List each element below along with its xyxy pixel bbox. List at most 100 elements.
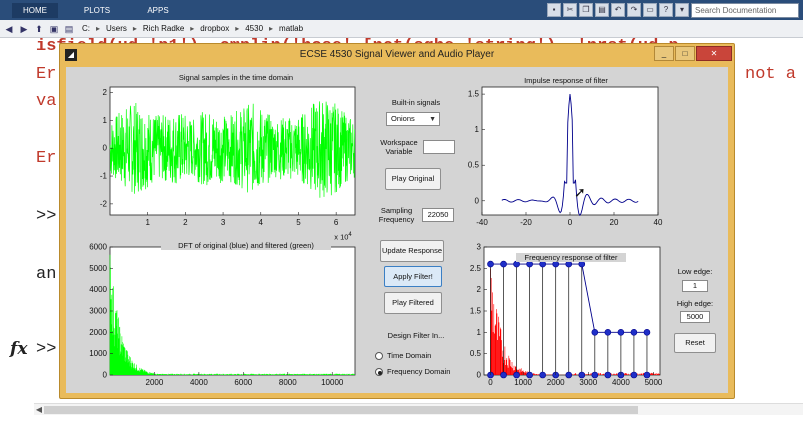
forward-arrow-icon[interactable]: ▶ [20,24,28,34]
builtin-signals-select[interactable]: Onions ▼ [386,112,440,126]
breadcrumb-separator: ▸ [235,24,240,33]
impulse-trace [501,94,639,217]
time-signal-line [109,101,356,198]
sampling-frequency-field[interactable]: 22050 [422,208,454,222]
sampling-frequency-label: Sampling Frequency [374,206,419,224]
play-original-button[interactable]: Play Original [385,168,441,190]
browse-folder-icon[interactable]: ▣ [49,24,59,34]
x-tick-label: 10000 [321,378,344,387]
horizontal-scrollbar[interactable]: ◀ [34,403,803,415]
redo-icon[interactable]: ↷ [627,3,641,17]
y-tick-label: 0 [475,196,480,205]
breadcrumb-separator: ▸ [132,24,137,33]
switch-windows-icon[interactable]: ▭ [643,3,657,17]
update-response-button[interactable]: Update Response [380,240,444,262]
radio-button[interactable] [375,367,383,376]
folder-icon[interactable]: ▤ [64,24,74,34]
control-point[interactable] [487,260,494,268]
search-documentation-input[interactable]: Search Documentation [691,2,799,18]
dft-plot-title: DFT of original (blue) and filtered (gre… [161,241,331,250]
low-edge-label: Low edge: [677,267,713,276]
dft-trace [109,254,355,375]
tab-home[interactable]: HOME [12,3,58,18]
builtin-signals-value: Onions [391,114,415,123]
breadcrumb-item[interactable]: 4530 [245,24,264,33]
breadcrumb-item[interactable]: Rich Radke [142,24,185,33]
paste-icon[interactable]: ▤ [595,3,609,17]
breadcrumb-separator: ▸ [269,24,274,33]
y-tick-label: 1 [477,328,482,337]
scroll-left-icon[interactable]: ◀ [35,405,43,414]
high-edge-field[interactable]: 5000 [680,311,710,323]
workspace-variable-field[interactable] [423,140,455,154]
command-line-text: Er [36,65,57,84]
help-icon[interactable]: ? [659,3,673,17]
breadcrumb-item[interactable]: dropbox [200,24,230,33]
breadcrumb-separator: ▸ [190,24,195,33]
back-arrow-icon[interactable]: ◀ [5,24,13,34]
maximize-button[interactable]: □ [675,46,695,61]
tab-apps[interactable]: APPS [147,6,169,15]
freq-control-points[interactable] [487,260,651,379]
control-point[interactable] [500,260,507,268]
radio-button[interactable] [375,351,383,360]
control-point[interactable] [591,329,599,336]
scrollbar-thumb[interactable] [44,406,638,414]
low-edge-field[interactable]: 1 [682,280,708,292]
reset-button[interactable]: Reset [674,333,716,353]
up-folder-icon[interactable]: ⬆ [35,24,43,34]
quick-access-toolbar: ▪ ✂ ❐ ▤ ↶ ↷ ▭ ? ▾ Search Documentation [547,2,799,18]
workspace-variable-label-line: Variable [385,147,413,156]
apply-filter-button[interactable]: Apply Filter! [384,266,442,287]
high-edge-label: High edge: [676,299,714,308]
control-point[interactable] [643,329,651,336]
tab-plots[interactable]: PLOTS [83,6,111,15]
function-browser-icon[interactable]: fx [10,339,28,359]
impulse-plot-title: Impulse response of filter [511,76,621,85]
x-tick-label: 8000 [279,378,297,387]
y-tick-label: 4000 [89,285,107,294]
breadcrumb-item[interactable]: C: [82,24,90,33]
command-line-text: not a [745,65,797,84]
baseline-point [604,371,612,379]
control-point[interactable] [617,329,625,336]
minimize-button[interactable]: _ [654,46,674,61]
breadcrumb[interactable]: C: ▸ Users ▸ Rich Radke ▸ dropbox ▸ 4530 ▸ ma… [82,23,303,35]
y-tick-label: 0.5 [468,161,480,170]
undo-icon[interactable]: ↶ [611,3,625,17]
y-tick-label: 1 [475,125,480,134]
y-tick-label: -2 [100,199,108,208]
design-filter-label: Design Filter In... [387,331,445,340]
y-tick-label: 6000 [89,243,107,252]
frequency-domain-radio[interactable]: Frequency Domain [375,367,450,376]
x-tick-label: -20 [520,218,532,227]
time-signal-trace [109,101,356,198]
cut-icon[interactable]: ✂ [563,3,577,17]
save-icon[interactable]: ▪ [547,3,561,17]
breadcrumb-item[interactable]: Users [106,24,127,33]
builtin-signals-label: Built-in signals [391,98,441,107]
control-point[interactable] [630,329,638,336]
command-line-text: va [36,92,57,111]
y-tick-label: 2 [477,285,482,294]
x-tick-label: 2000 [146,378,164,387]
y-tick-label: 3000 [89,307,107,316]
time-domain-radio[interactable]: Time Domain [375,351,431,360]
play-filtered-button[interactable]: Play Filtered [384,292,442,314]
x-tick-label: 2 [183,218,188,227]
y-tick-label: 0 [103,371,108,380]
close-button[interactable]: ✕ [696,46,732,61]
command-prompt[interactable]: >> [36,340,57,359]
x-tick-label: 5000 [645,378,663,387]
y-tick-label: 2 [103,88,108,97]
y-tick-label: 1000 [89,349,107,358]
breadcrumb-item[interactable]: matlab [279,24,304,33]
expand-icon[interactable]: ▾ [675,3,689,17]
copy-icon[interactable]: ❐ [579,3,593,17]
command-line-text: >> [36,207,57,226]
x-tick-label: 3000 [579,378,597,387]
control-point[interactable] [604,329,612,336]
frequency-domain-radio-label: Frequency Domain [387,367,451,376]
